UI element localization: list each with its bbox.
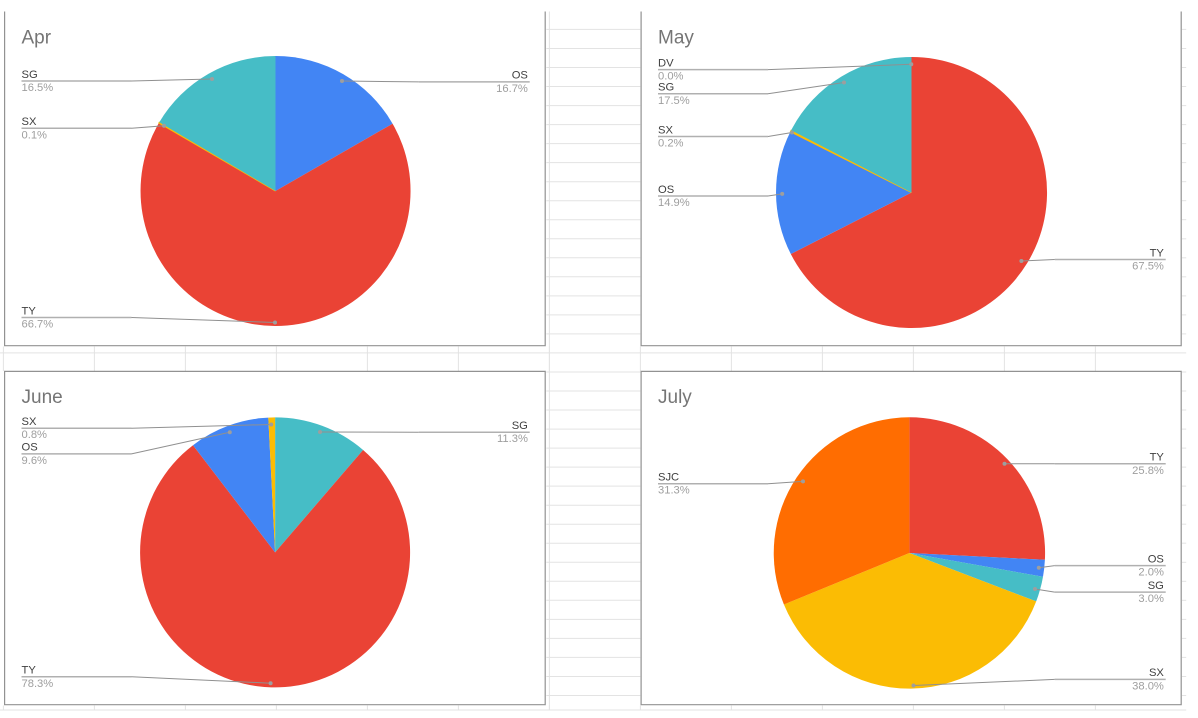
svg-text:SG: SG [1148, 580, 1164, 592]
svg-text:TY: TY [22, 665, 37, 677]
svg-text:11.3%: 11.3% [497, 433, 528, 445]
svg-text:TY: TY [1150, 247, 1165, 259]
svg-text:17.5%: 17.5% [658, 95, 690, 107]
svg-text:9.6%: 9.6% [22, 455, 48, 467]
svg-text:SG: SG [22, 69, 38, 81]
svg-text:July: July [658, 387, 692, 408]
svg-text:25.8%: 25.8% [1132, 465, 1164, 477]
svg-text:0.2%: 0.2% [658, 138, 684, 150]
svg-text:June: June [22, 387, 63, 408]
svg-text:66.7%: 66.7% [22, 319, 54, 331]
svg-text:16.5%: 16.5% [22, 82, 54, 94]
svg-text:Apr: Apr [22, 27, 52, 48]
svg-text:14.9%: 14.9% [658, 197, 690, 209]
svg-text:OS: OS [22, 442, 38, 454]
svg-text:OS: OS [658, 184, 674, 196]
svg-text:38.0%: 38.0% [1132, 680, 1164, 692]
svg-text:OS: OS [512, 70, 528, 82]
svg-text:TY: TY [1150, 452, 1165, 464]
svg-text:TY: TY [22, 305, 37, 317]
svg-text:SG: SG [512, 420, 528, 432]
svg-text:SG: SG [658, 82, 674, 94]
svg-text:67.5%: 67.5% [1132, 261, 1164, 273]
svg-text:0.1%: 0.1% [22, 129, 48, 141]
svg-text:3.0%: 3.0% [1138, 593, 1164, 605]
svg-text:2.0%: 2.0% [1138, 567, 1164, 579]
svg-text:May: May [658, 27, 694, 48]
svg-text:31.3%: 31.3% [658, 485, 690, 497]
svg-text:SJC: SJC [658, 472, 679, 484]
svg-text:SX: SX [22, 416, 37, 428]
svg-text:0.8%: 0.8% [22, 429, 48, 441]
svg-text:16.7%: 16.7% [496, 83, 528, 95]
svg-text:OS: OS [1148, 553, 1164, 565]
svg-text:0.0%: 0.0% [658, 71, 684, 83]
svg-text:SX: SX [22, 116, 37, 128]
svg-text:DV: DV [658, 57, 674, 69]
svg-text:SX: SX [1149, 667, 1164, 679]
svg-text:SX: SX [658, 124, 673, 136]
svg-text:78.3%: 78.3% [22, 678, 54, 690]
